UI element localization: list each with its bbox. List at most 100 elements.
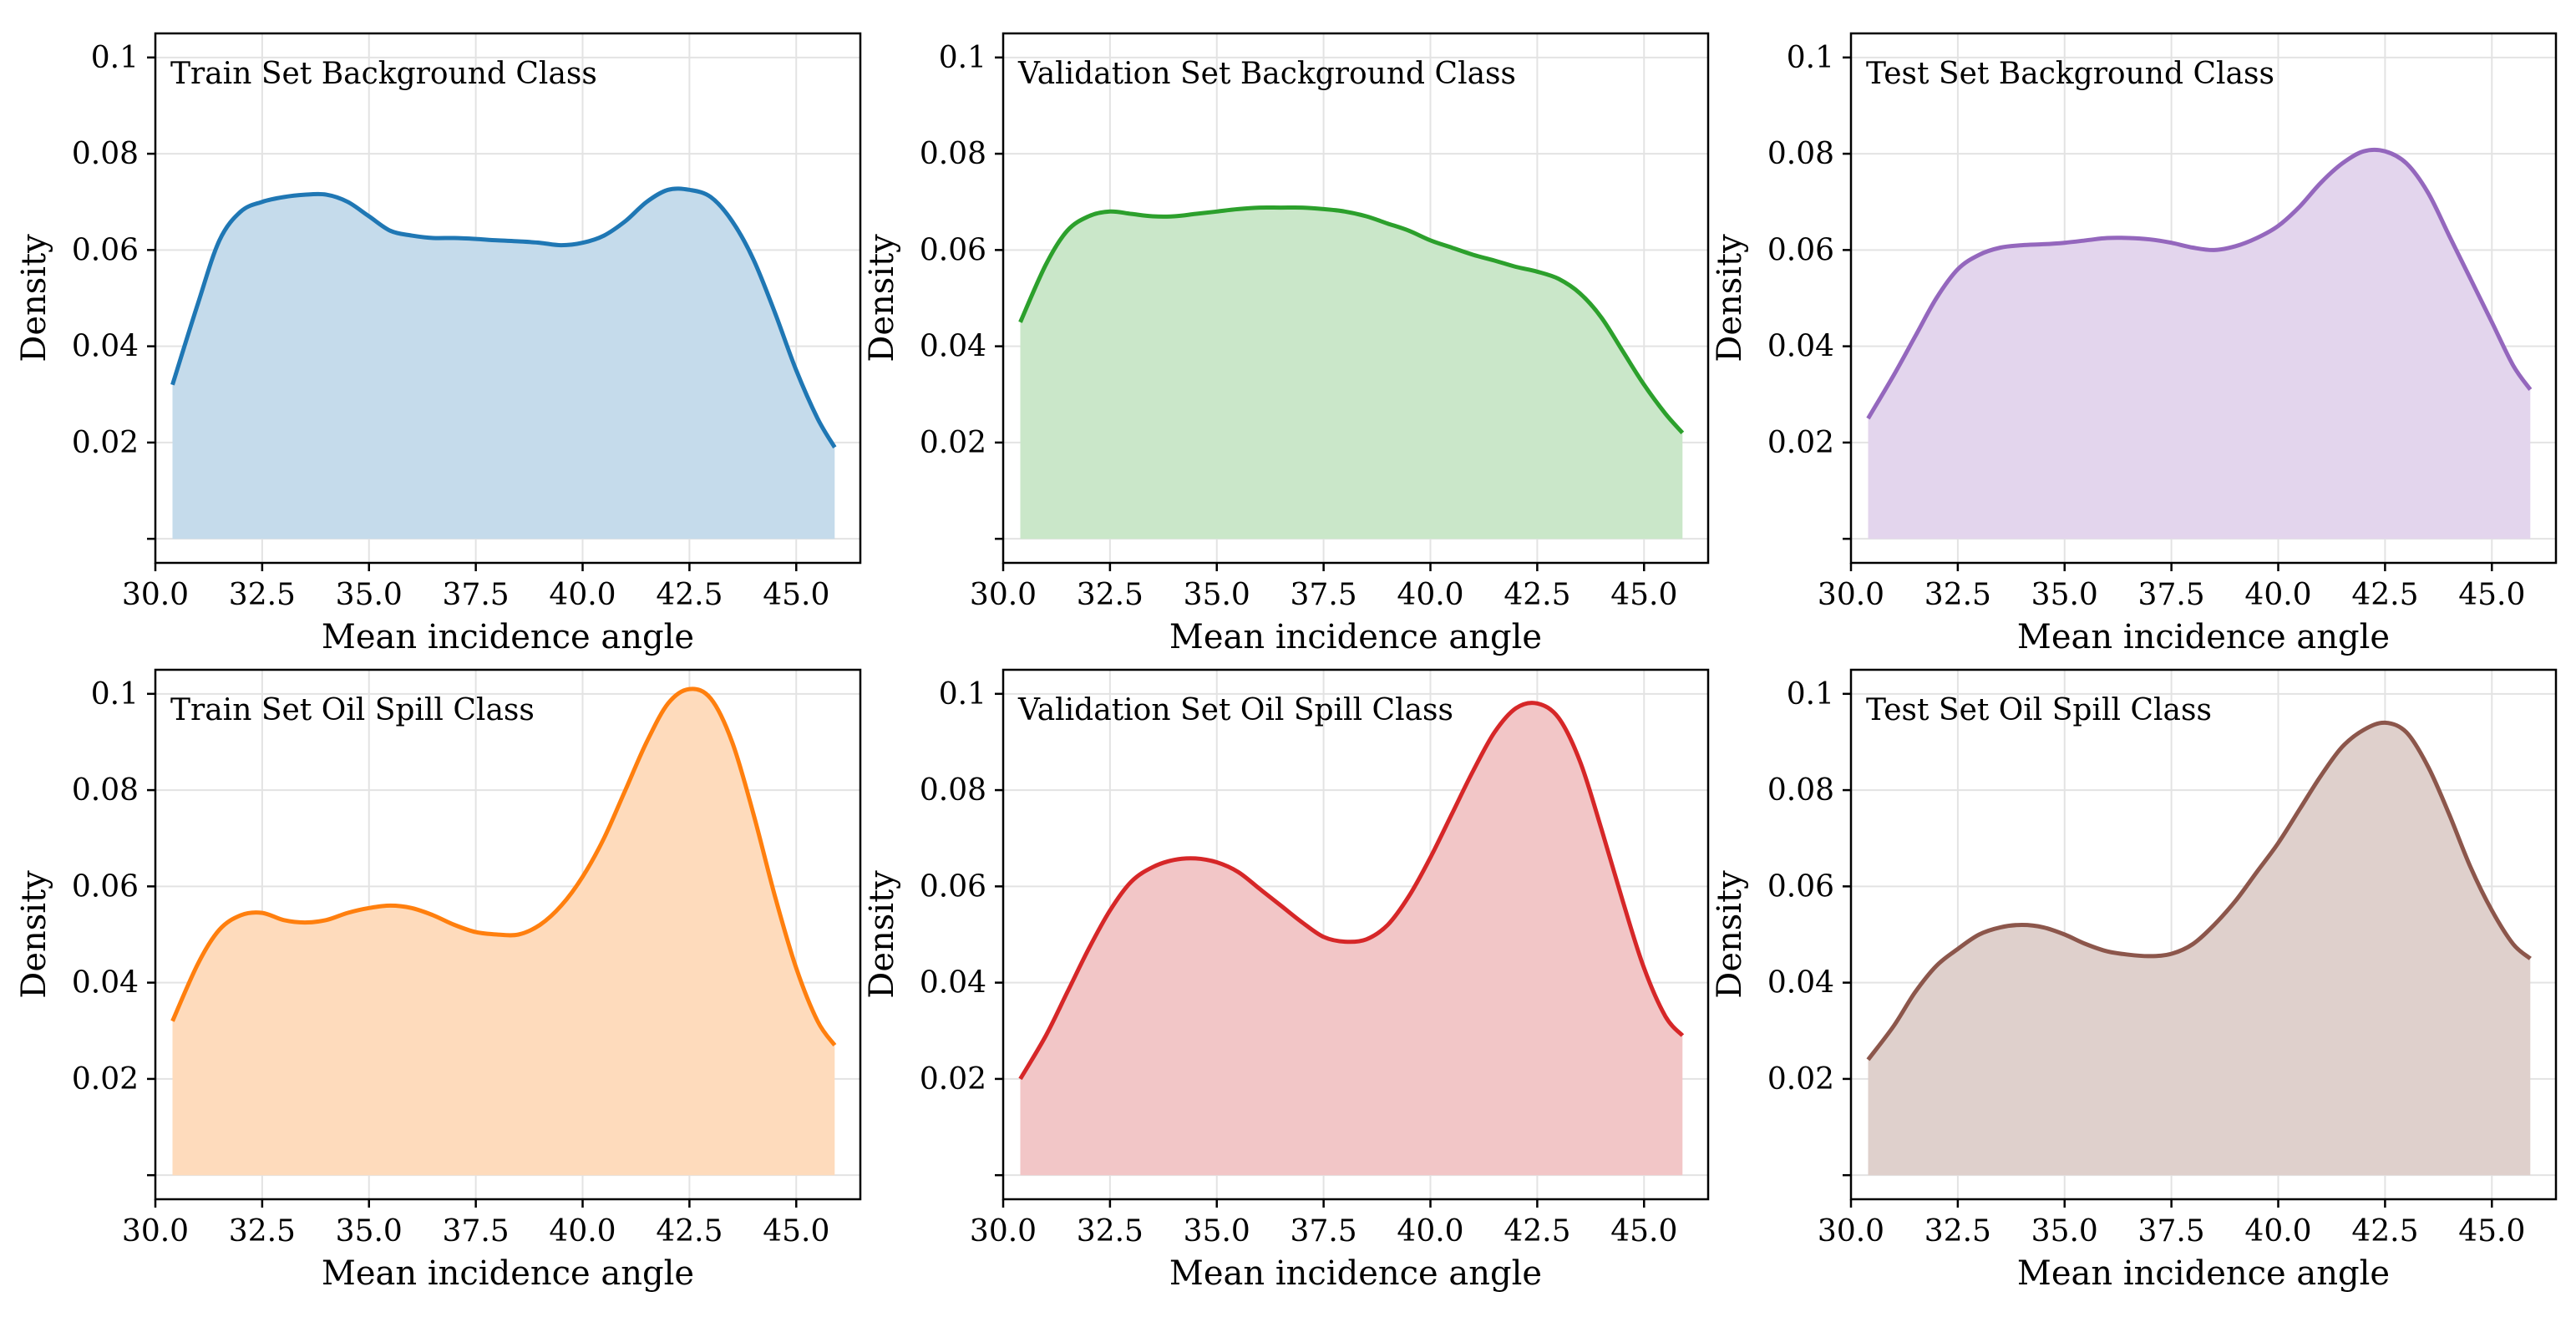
x-tick-label: 37.5 [443, 578, 510, 612]
x-tick-label: 32.5 [1077, 578, 1143, 612]
y-tick-label: 0.1 [1787, 41, 1834, 75]
y-tick-label: 0.04 [920, 966, 986, 1000]
x-tick-label: 40.0 [1397, 578, 1463, 612]
y-tick-label: 0.1 [939, 41, 986, 75]
y-tick-label: 0.06 [920, 233, 986, 267]
y-tick-label: 0.06 [1767, 233, 1834, 267]
x-tick-label: 40.0 [549, 1214, 616, 1249]
x-tick-label: 45.0 [763, 1214, 829, 1249]
y-axis-label: Density [863, 234, 901, 362]
y-tick-label: 0.04 [1767, 966, 1834, 1000]
density-curve [170, 186, 837, 448]
density-curve [170, 686, 837, 1047]
x-tick-label: 42.5 [1504, 578, 1570, 612]
y-tick-label: 0.1 [91, 41, 139, 75]
density-area [172, 688, 835, 1176]
x-tick-label: 30.0 [970, 578, 1037, 612]
y-tick-label: 0.06 [920, 869, 986, 904]
x-tick-label: 37.5 [443, 1214, 510, 1249]
y-axis-label: Density [15, 234, 53, 362]
density-area [1868, 149, 2531, 539]
y-tick-label: 0.06 [72, 869, 139, 904]
chart-panel-2: 30.0 32.5 35.0 37.5 40.0 42.5 45.0 0.02 0.04 0.06… [863, 32, 1710, 656]
axes-frame [1001, 668, 1710, 1201]
x-tick-label: 40.0 [2244, 578, 2311, 612]
x-tick-label: 35.0 [2031, 578, 2098, 612]
density-area [1020, 207, 1683, 539]
panel-title: Test Set Background Class [1866, 57, 2274, 91]
x-tick-label: 40.0 [549, 578, 616, 612]
x-tick-label: 42.5 [656, 578, 723, 612]
x-tick-label: 32.5 [1924, 578, 1991, 612]
axes-frame [154, 32, 862, 565]
chart-panel-5: 30.0 32.5 35.0 37.5 40.0 42.5 45.0 0.02 0.04 0.06… [863, 668, 1710, 1293]
y-tick-label: 0.02 [920, 426, 986, 460]
x-tick-label: 45.0 [2458, 578, 2525, 612]
x-axis-label: Mean incidence angle [1169, 618, 1542, 656]
y-tick-label: 0.1 [939, 677, 986, 712]
chart-panel-6: 30.0 32.5 35.0 37.5 40.0 42.5 45.0 0.02 0.04 0.06… [1711, 668, 2558, 1293]
density-area [172, 188, 835, 539]
x-tick-label: 40.0 [2244, 1214, 2311, 1249]
y-tick-label: 0.08 [920, 137, 986, 171]
y-tick-label: 0.02 [72, 426, 139, 460]
x-tick-label: 30.0 [1818, 578, 1884, 612]
x-tick-label: 35.0 [2031, 1214, 2098, 1249]
axes-frame [1001, 32, 1710, 565]
axes-frame [1849, 32, 2558, 565]
x-axis-label: Mean incidence angle [2017, 1254, 2390, 1293]
y-axis-label: Density [1711, 870, 1749, 999]
density-area [1868, 722, 2531, 1176]
y-tick-label: 0.06 [72, 233, 139, 267]
x-tick-label: 32.5 [229, 578, 296, 612]
y-tick-label: 0.08 [72, 137, 139, 171]
y-tick-label: 0.08 [920, 773, 986, 808]
x-tick-label: 42.5 [656, 1214, 723, 1249]
x-tick-label: 30.0 [122, 578, 189, 612]
y-tick-label: 0.04 [920, 330, 986, 364]
x-tick-label: 40.0 [1397, 1214, 1463, 1249]
y-tick-label: 0.04 [1767, 330, 1834, 364]
y-axis-label: Density [863, 870, 901, 999]
y-tick-label: 0.02 [72, 1062, 139, 1097]
x-tick-label: 45.0 [763, 578, 829, 612]
x-axis-label: Mean incidence angle [2017, 618, 2390, 656]
density-area [1020, 702, 1683, 1176]
density-curve [1018, 205, 1685, 435]
chart-panel-4: 30.0 32.5 35.0 37.5 40.0 42.5 45.0 0.02 0.04 0.06… [15, 668, 862, 1293]
axes-frame [1849, 668, 2558, 1201]
y-axis-label: Density [1711, 234, 1749, 362]
x-tick-label: 35.0 [336, 578, 403, 612]
panel-title: Test Set Oil Spill Class [1866, 693, 2212, 727]
x-tick-label: 35.0 [1184, 1214, 1250, 1249]
y-tick-label: 0.08 [72, 773, 139, 808]
x-axis-label: Mean incidence angle [1169, 1254, 1542, 1293]
x-tick-label: 42.5 [1504, 1214, 1570, 1249]
y-tick-label: 0.08 [1767, 773, 1834, 808]
y-tick-label: 0.04 [72, 966, 139, 1000]
y-tick-label: 0.02 [920, 1062, 986, 1097]
x-tick-label: 45.0 [2458, 1214, 2525, 1249]
y-tick-label: 0.02 [1767, 1062, 1834, 1097]
density-curve [1866, 720, 2532, 1061]
x-axis-label: Mean incidence angle [322, 618, 694, 656]
y-tick-label: 0.1 [91, 677, 139, 712]
chart-panel-3: 30.0 32.5 35.0 37.5 40.0 42.5 45.0 0.02 0.04 0.06… [1711, 32, 2558, 656]
x-tick-label: 32.5 [1077, 1214, 1143, 1249]
x-tick-label: 42.5 [2351, 1214, 2418, 1249]
y-tick-label: 0.04 [72, 330, 139, 364]
x-tick-label: 42.5 [2351, 578, 2418, 612]
y-tick-label: 0.08 [1767, 137, 1834, 171]
x-tick-label: 37.5 [1291, 578, 1357, 612]
y-tick-label: 0.02 [1767, 426, 1834, 460]
density-curve [1866, 147, 2533, 420]
y-axis-label: Density [15, 870, 53, 999]
x-tick-label: 30.0 [970, 1214, 1037, 1249]
y-tick-label: 0.06 [1767, 869, 1834, 904]
y-tick-label: 0.1 [1787, 677, 1834, 712]
x-tick-label: 37.5 [1291, 1214, 1357, 1249]
axes-frame [154, 668, 862, 1201]
panel-title: Train Set Background Class [170, 57, 597, 91]
x-axis-label: Mean incidence angle [322, 1254, 694, 1293]
